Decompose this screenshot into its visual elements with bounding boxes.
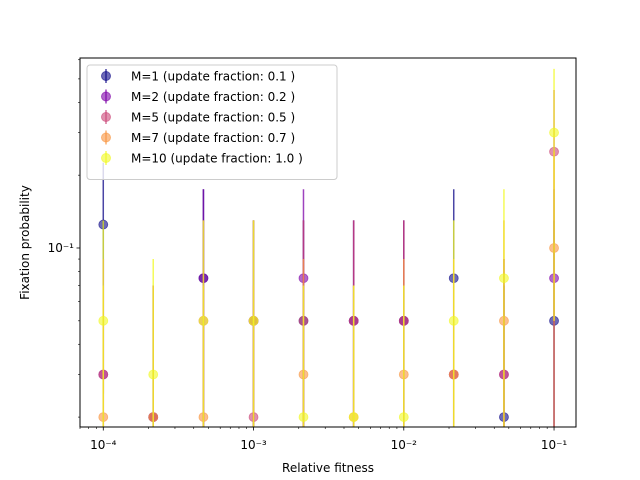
legend-item: M=7 (update fraction: 0.7 ) xyxy=(101,130,295,145)
legend-label: M=1 (update fraction: 0.1 ) xyxy=(131,70,295,84)
legend-item: M=10 (update fraction: 1.0 ) xyxy=(101,151,303,166)
data-point xyxy=(148,369,159,380)
legend-marker xyxy=(101,153,111,163)
legend-marker xyxy=(101,132,111,143)
legend-marker xyxy=(101,91,111,102)
legend-marker xyxy=(101,71,111,81)
axes-frame xyxy=(79,57,577,428)
y-axis-label: Fixation probability xyxy=(18,185,32,300)
data-point xyxy=(499,273,509,284)
data-point xyxy=(98,315,109,326)
x-tick-label: 10⁻⁴ xyxy=(90,438,117,452)
legend-box xyxy=(86,64,338,180)
legend-item: M=5 (update fraction: 0.5 ) xyxy=(101,110,295,125)
legend-item: M=1 (update fraction: 0.1 ) xyxy=(101,69,295,84)
plot-area xyxy=(98,68,559,427)
legend-label: M=10 (update fraction: 1.0 ) xyxy=(131,152,303,166)
data-point xyxy=(398,412,409,422)
data-point xyxy=(549,127,559,138)
data-point xyxy=(198,315,209,326)
legend-item: M=2 (update fraction: 0.2 ) xyxy=(101,89,295,104)
data-point xyxy=(348,412,359,422)
x-tick-label: 10⁻³ xyxy=(240,438,267,452)
legend-label: M=7 (update fraction: 0.7 ) xyxy=(131,131,295,145)
y-tick-label: 10⁻¹ xyxy=(48,241,75,255)
data-point xyxy=(248,315,259,326)
x-tick-label: 10⁻² xyxy=(391,438,418,452)
x-axis-label: Relative fitness xyxy=(282,461,374,475)
series-5 xyxy=(98,68,559,427)
x-tick-label: 10⁻¹ xyxy=(541,438,568,452)
legend-label: M=2 (update fraction: 0.2 ) xyxy=(131,90,295,104)
legend: M=1 (update fraction: 0.1 ) M=2 (update f… xyxy=(86,64,338,180)
legend-marker xyxy=(101,112,111,122)
data-point xyxy=(298,412,309,422)
axis-ticks: 10⁻⁴ 10⁻³ 10⁻² 10⁻¹ 10⁻¹ xyxy=(48,59,568,452)
legend-label: M=5 (update fraction: 0.5 ) xyxy=(131,111,295,125)
data-point xyxy=(448,315,459,326)
